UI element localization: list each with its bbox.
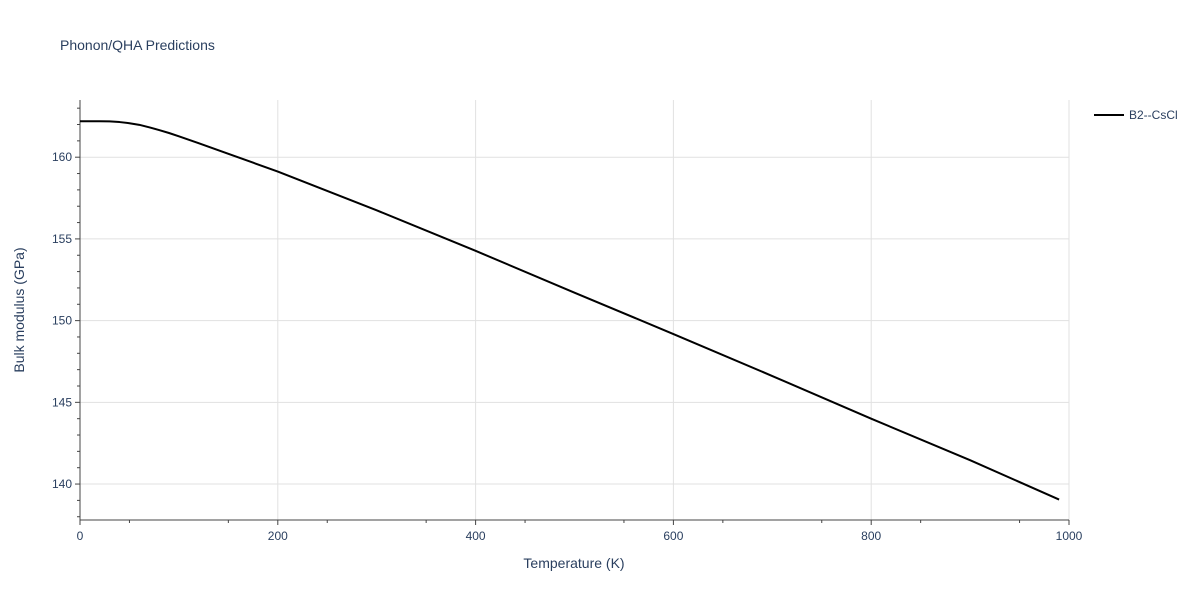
y-tick-label: 140 bbox=[52, 477, 72, 491]
axes: 0 200 400 600 800 1000 140 145 150 155 160 bbox=[52, 100, 1083, 543]
chart-title: Phonon/QHA Predictions bbox=[60, 37, 215, 53]
x-tick-label: 800 bbox=[861, 529, 881, 543]
y-tick-label: 155 bbox=[52, 232, 72, 246]
x-tick-label: 600 bbox=[663, 529, 683, 543]
y-axis-title: Bulk modulus (GPa) bbox=[11, 247, 27, 372]
legend[interactable]: B2--CsCl bbox=[1094, 108, 1178, 122]
y-tick-label: 150 bbox=[52, 314, 72, 328]
x-tick-label: 1000 bbox=[1056, 529, 1083, 543]
series-line-0[interactable] bbox=[80, 120, 1060, 501]
legend-label: B2--CsCl bbox=[1129, 108, 1178, 122]
y-tick-label: 160 bbox=[52, 150, 72, 164]
x-tick-label: 400 bbox=[466, 529, 486, 543]
x-tick-label: 200 bbox=[268, 529, 288, 543]
grid-lines bbox=[80, 100, 1070, 520]
x-axis-title: Temperature (K) bbox=[523, 555, 624, 571]
x-tick-label: 0 bbox=[77, 529, 84, 543]
series-layer bbox=[80, 120, 1060, 501]
y-tick-label: 145 bbox=[52, 395, 72, 409]
